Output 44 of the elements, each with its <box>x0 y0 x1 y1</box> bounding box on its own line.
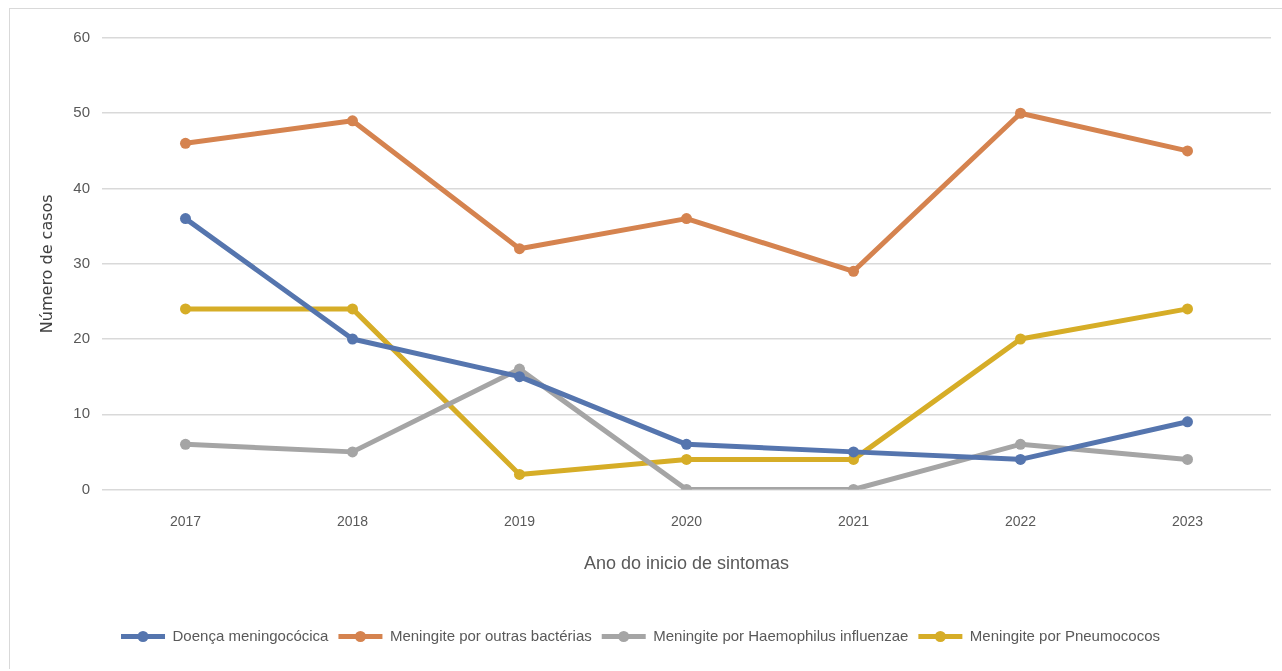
point <box>681 453 692 465</box>
point <box>514 243 525 255</box>
point <box>347 303 358 315</box>
point <box>1182 416 1193 428</box>
point <box>1015 438 1026 450</box>
point <box>180 213 191 225</box>
legend-label: Meningite por outras bactérias <box>389 626 592 644</box>
point <box>848 446 859 458</box>
point <box>1182 303 1193 315</box>
y-tick-label: 10 <box>73 404 90 422</box>
point <box>1015 107 1026 119</box>
point <box>514 468 525 480</box>
y-tick-label: 50 <box>73 103 90 121</box>
point <box>180 137 191 149</box>
point <box>1015 333 1026 345</box>
point <box>681 438 692 450</box>
legend-label: Meningite por Pneumococos <box>969 626 1160 644</box>
point <box>681 213 692 225</box>
y-axis-title: Número de casos <box>36 194 56 334</box>
x-tick-label: 2021 <box>837 512 870 529</box>
point <box>347 446 358 458</box>
x-tick-label: 2020 <box>670 512 703 529</box>
y-tick-label: 0 <box>81 479 90 497</box>
point <box>180 303 191 315</box>
point <box>1182 145 1193 157</box>
point <box>347 333 358 345</box>
x-tick-label: 2023 <box>1171 512 1204 529</box>
legend-label: Doença meningocócica <box>172 626 330 644</box>
x-tick-label: 2019 <box>503 512 536 529</box>
point <box>1182 453 1193 465</box>
x-axis-title: Ano do inicio de sintomas <box>583 553 790 574</box>
legend-label: Meningite por Haemophilus influenzae <box>653 626 909 644</box>
y-tick-label: 30 <box>73 253 90 271</box>
y-tick-label: 20 <box>73 329 90 347</box>
x-tick-label: 2017 <box>169 512 202 529</box>
point <box>514 371 525 383</box>
x-tick-label: 2022 <box>1004 512 1037 529</box>
point <box>347 115 358 127</box>
y-tick-label: 60 <box>73 28 90 46</box>
point <box>1015 453 1026 465</box>
point <box>848 265 859 277</box>
point <box>180 438 191 450</box>
y-tick-label: 40 <box>73 178 90 196</box>
x-tick-label: 2018 <box>336 512 369 529</box>
